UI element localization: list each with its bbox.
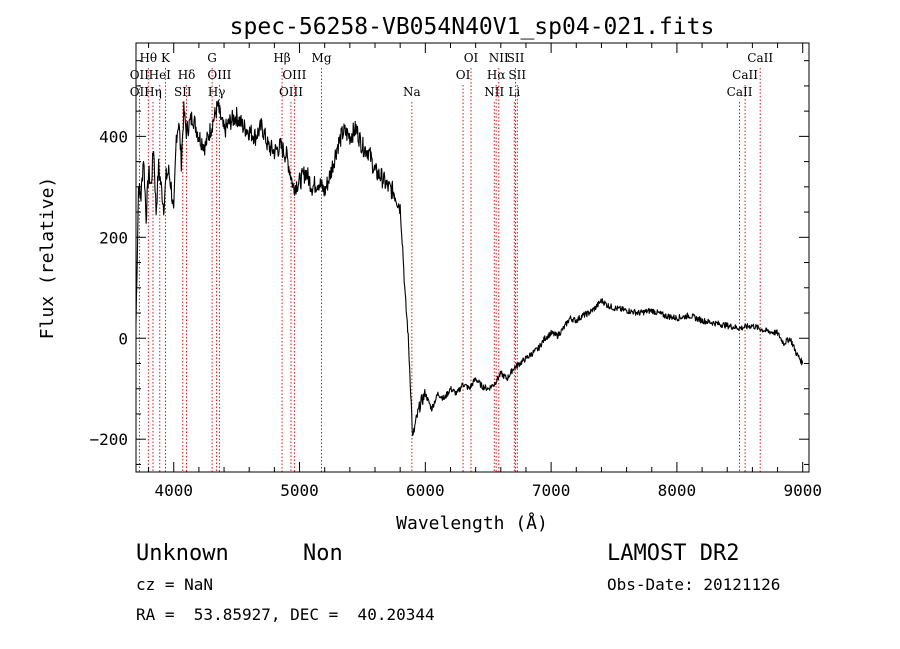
line-marker-label: SII (174, 85, 192, 99)
line-marker-labels: OII OII Hθ Hη HeI K Hδ SII G OIII Hγ Hβ OIII OIII Mg Na… (130, 51, 774, 99)
y-axis-label: Flux (relative) (37, 177, 58, 340)
line-marker-label: Hγ (208, 85, 226, 99)
line-marker-label: HeI (149, 68, 172, 82)
x-tick-label: 4000 (154, 481, 193, 500)
line-marker-label: OIII (282, 68, 306, 82)
line-marker-label: OII (130, 68, 150, 82)
x-tick-label: 9000 (783, 481, 822, 500)
line-marker-label: CaII (747, 51, 773, 65)
survey-text: LAMOST DR2 (607, 541, 739, 566)
line-marker-label: G (207, 51, 217, 65)
classification-text: Unknown (136, 541, 229, 566)
line-marker-label: CaII (732, 68, 758, 82)
spectrum-line (135, 99, 804, 437)
line-marker-label: OIII (279, 85, 303, 99)
y-tick-label: 400 (99, 127, 128, 146)
line-markers (138, 68, 761, 472)
line-marker-label: Hβ (273, 51, 290, 65)
line-marker-label: Hδ (178, 68, 196, 82)
subclass-text: Non (303, 541, 343, 566)
chart-title: spec-56258-VB054N40V1_sp04-021.fits (230, 14, 715, 40)
line-marker-label: OIII (207, 68, 231, 82)
line-marker-label: NII (489, 51, 509, 65)
redshift-text: cz = NaN (136, 575, 213, 594)
line-marker-label: Hη (144, 85, 162, 99)
axes: 4000 5000 6000 7000 8000 9000 −200 0 200 400 (89, 43, 822, 500)
coordinates-text: RA = 53.85927, DEC = 40.20344 (136, 605, 435, 624)
line-marker-label: Na (403, 85, 421, 99)
y-tick-label: 200 (99, 228, 128, 247)
line-marker-label: Hθ (139, 51, 157, 65)
line-marker-label: Li (508, 85, 520, 99)
line-marker-label: K (161, 51, 171, 65)
obs-date-text: Obs-Date: 20121126 (607, 575, 780, 594)
x-tick-label: 6000 (406, 481, 445, 500)
line-marker-label: SII (507, 51, 525, 65)
line-marker-label: CaII (727, 85, 753, 99)
line-marker-label: Hα (487, 68, 506, 82)
line-marker-label: OI (464, 51, 479, 65)
y-tick-label: 0 (118, 329, 128, 348)
x-tick-label: 8000 (658, 481, 697, 500)
line-marker-label: OII (130, 85, 150, 99)
line-marker-label: Mg (312, 51, 332, 65)
line-marker-label: NII (484, 85, 504, 99)
x-tick-label: 5000 (280, 481, 319, 500)
x-axis-label: Wavelength (Å) (396, 512, 548, 534)
y-tick-label: −200 (89, 430, 128, 449)
line-marker-label: OI (456, 68, 471, 82)
x-tick-label: 7000 (532, 481, 571, 500)
plot-frame (135, 42, 810, 473)
line-marker-label: SII (508, 68, 526, 82)
